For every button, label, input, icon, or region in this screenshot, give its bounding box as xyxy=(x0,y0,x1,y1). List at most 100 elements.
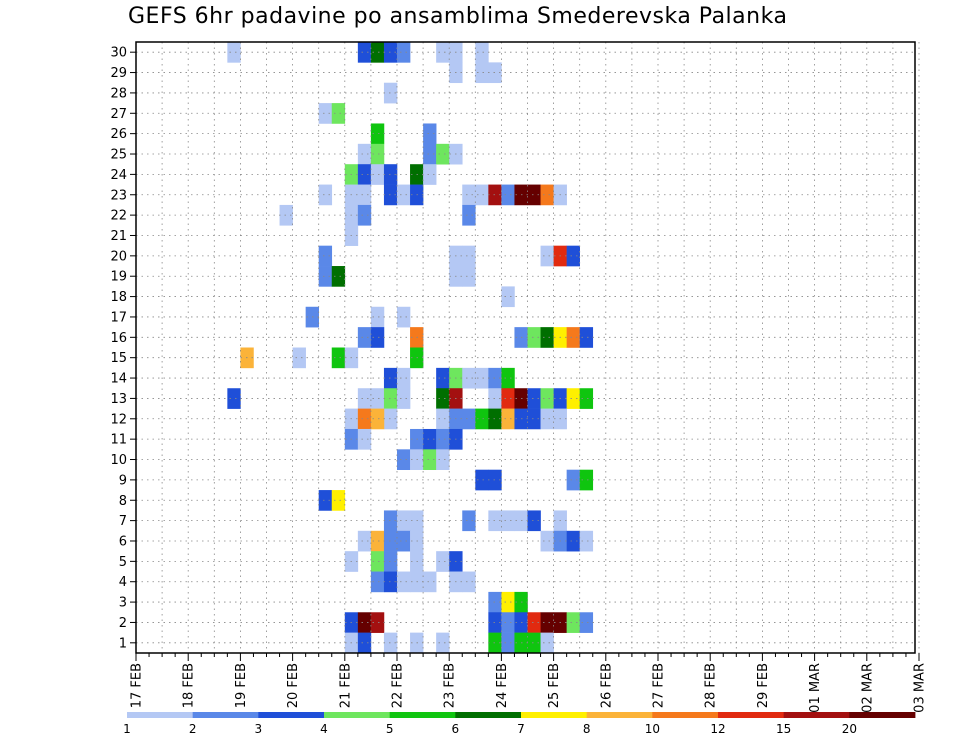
colorbar-swatch xyxy=(192,712,259,718)
colorbar-label: 7 xyxy=(517,722,525,736)
heatmap-cell xyxy=(357,42,372,63)
heatmap-cell xyxy=(540,632,554,654)
plot-frame xyxy=(135,41,916,654)
x-tick-label: 25 FEB xyxy=(547,663,562,708)
x-tick-label: 26 FEB xyxy=(599,663,614,708)
colorbar-label: 20 xyxy=(842,722,857,736)
heatmap-cell xyxy=(423,143,437,165)
x-tick-label: 22 FEB xyxy=(391,663,406,708)
y-tick-label: 27 xyxy=(110,107,127,122)
heatmap-cell xyxy=(370,571,385,593)
heatmap-cell xyxy=(475,42,489,63)
heatmap-cell xyxy=(566,612,580,633)
heatmap-cell xyxy=(527,612,541,633)
heatmap-cell xyxy=(357,204,372,226)
heatmap-cell xyxy=(331,347,346,369)
colorbar-label: 8 xyxy=(583,722,591,736)
heatmap-cell xyxy=(370,408,385,430)
heatmap-cell xyxy=(397,306,411,328)
x-tick-label: 18 FEB xyxy=(182,663,197,708)
colorbar-swatch xyxy=(521,712,588,718)
colorbar-swatch xyxy=(652,712,719,718)
y-axis: 1234567891011121314151617181920212223242… xyxy=(110,46,136,651)
y-tick-label: 9 xyxy=(119,473,127,488)
heatmap-cell xyxy=(279,204,293,226)
heatmap-cell xyxy=(370,530,385,552)
heatmap-cell xyxy=(423,123,437,145)
heatmap-cell xyxy=(462,571,476,593)
colorbar-label: 15 xyxy=(776,722,791,736)
heatmap-cell xyxy=(357,428,372,450)
y-tick-label: 2 xyxy=(119,616,127,631)
heatmap-cell xyxy=(501,286,515,308)
heatmap-cell xyxy=(423,571,437,593)
colorbar-swatch xyxy=(455,712,522,718)
heatmap-cell xyxy=(566,388,580,409)
heatmap-cell xyxy=(357,408,372,430)
x-tick-label: 19 FEB xyxy=(234,663,249,708)
heatmap-cell xyxy=(423,449,437,470)
y-tick-label: 7 xyxy=(119,514,127,529)
x-tick-label: 20 FEB xyxy=(286,663,301,708)
y-tick-label: 26 xyxy=(110,127,127,142)
heatmap-cell xyxy=(566,327,580,348)
heatmap-cell xyxy=(501,632,515,654)
y-tick-label: 5 xyxy=(119,555,127,570)
heatmap-cell xyxy=(566,530,580,552)
y-tick-label: 25 xyxy=(110,148,127,163)
heatmap-cell xyxy=(397,184,411,206)
heatmap-cell xyxy=(292,347,306,369)
heatmap-cell xyxy=(501,184,515,206)
heatmap-cell xyxy=(566,469,580,491)
colorbar-swatch xyxy=(586,712,653,718)
colorbar-swatch xyxy=(718,712,785,718)
heatmap-cell xyxy=(501,408,515,430)
heatmap-cell xyxy=(436,632,450,654)
x-tick-label: 28 FEB xyxy=(704,663,719,708)
x-axis: 17 FEB 18 FEB 19 FEB 20 FEB 21 FEB 22 FEB 23 F… xyxy=(130,653,928,713)
heatmap-cell xyxy=(540,530,554,552)
heatmap-cell xyxy=(397,388,411,409)
heatmap-cell xyxy=(370,327,385,348)
y-tick-label: 17 xyxy=(110,310,127,325)
x-tick-label: 29 FEB xyxy=(756,663,771,708)
heatmap-cell xyxy=(475,184,489,206)
heatmap-cell xyxy=(488,388,502,409)
heatmap-cell xyxy=(566,245,580,267)
heatmap-cell xyxy=(488,612,502,633)
heatmap-cell xyxy=(540,388,554,409)
heatmap-cell xyxy=(527,327,541,348)
y-tick-label: 18 xyxy=(110,290,127,305)
colorbar-label: 6 xyxy=(452,722,460,736)
heatmap-cell xyxy=(488,184,502,206)
heatmap-cell xyxy=(331,266,346,287)
heatmap-cell xyxy=(462,184,476,206)
heatmap-cell xyxy=(501,612,515,633)
heatmap-cell xyxy=(501,388,515,409)
heatmap-cell xyxy=(227,42,241,63)
x-tick-label: 24 FEB xyxy=(495,663,510,708)
heatmap-cell xyxy=(488,408,502,430)
heatmap-cell xyxy=(357,530,372,552)
heatmap-cell xyxy=(436,428,450,450)
heatmap-cell xyxy=(501,367,515,389)
heatmap-cell xyxy=(331,103,346,124)
colorbar-label: 10 xyxy=(645,722,660,736)
x-tick-label: 17 FEB xyxy=(130,663,145,708)
heatmap-cell xyxy=(501,510,515,532)
y-tick-label: 19 xyxy=(110,270,127,285)
heatmap-cell xyxy=(383,408,398,430)
y-tick-label: 16 xyxy=(110,331,127,346)
heatmap-cell xyxy=(397,530,411,552)
heatmap-cell xyxy=(370,42,385,63)
x-tick-label: 23 FEB xyxy=(443,663,458,708)
heatmap-cell xyxy=(488,632,502,654)
heatmap-cell xyxy=(383,164,398,185)
x-tick-label: 01 MAR xyxy=(808,663,823,713)
heatmap-cell xyxy=(462,204,476,226)
y-tick-label: 3 xyxy=(119,596,127,611)
heatmap-cell xyxy=(383,388,398,409)
heatmap-cell xyxy=(357,184,372,206)
heatmap-cell xyxy=(357,388,372,409)
heatmap-cell xyxy=(383,551,398,572)
